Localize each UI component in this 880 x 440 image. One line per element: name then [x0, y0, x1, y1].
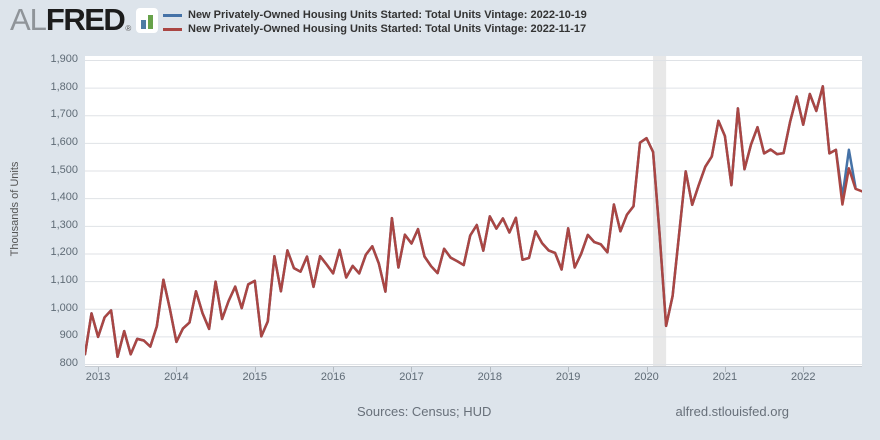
y-tick-label: 1,400: [50, 191, 78, 204]
y-tick-label: 1,000: [50, 301, 78, 314]
y-tick-label: 1,800: [50, 80, 78, 93]
legend-label: New Privately-Owned Housing Units Starte…: [188, 9, 587, 21]
x-tick-mark: [333, 367, 335, 372]
x-tick-mark: [98, 367, 100, 372]
x-tick-mark: [489, 367, 491, 372]
x-tick-label: 2013: [85, 371, 111, 383]
x-tick-label: 2019: [555, 371, 581, 383]
y-tick-label: 1,600: [50, 135, 78, 148]
y-tick-label: 1,500: [50, 163, 78, 176]
recession-band: [653, 56, 667, 367]
logo-fred-text: FRED: [45, 2, 126, 37]
x-tick-label: 2020: [634, 371, 659, 383]
series-line-vintage-2022-11-17: [85, 85, 862, 359]
legend-label: New Privately-Owned Housing Units Starte…: [188, 23, 587, 35]
y-tick-label: 1,900: [50, 53, 78, 65]
x-tick-mark: [254, 367, 256, 372]
x-tick-mark: [724, 367, 726, 372]
x-tick-label: 2021: [712, 371, 738, 383]
fred-icon-bar-green: [148, 14, 154, 29]
y-tick-label: 900: [59, 329, 78, 342]
y-axis-title: Thousands of Units: [9, 161, 21, 257]
x-tick-mark: [411, 367, 413, 372]
x-tick-mark: [803, 367, 805, 372]
x-tick-mark: [568, 367, 570, 372]
legend-line-marker-red: [163, 27, 182, 31]
y-tick-label: 1,700: [50, 108, 78, 121]
sources-note: Sources: Census; HUD: [357, 404, 492, 419]
fred-icon-bar-blue: [141, 19, 147, 29]
alfred-logo[interactable]: AL FRED ®: [10, 2, 159, 38]
registered-mark: ®: [125, 24, 132, 33]
x-tick-label: 2016: [320, 371, 346, 383]
x-tick-mark: [646, 367, 648, 372]
y-tick-label: 800: [59, 357, 78, 369]
legend-item-vintage-2022-11-17[interactable]: New Privately-Owned Housing Units Starte…: [163, 22, 587, 36]
x-tick-label: 2022: [790, 371, 816, 383]
legend-line-marker-blue: [163, 13, 182, 17]
legend: New Privately-Owned Housing Units Starte…: [163, 8, 587, 36]
fred-bars-icon: [136, 7, 159, 33]
x-tick-mark: [176, 367, 178, 372]
x-tick-label: 2015: [242, 371, 267, 383]
x-tick-label: 2018: [477, 371, 503, 383]
plot-area[interactable]: [85, 56, 862, 367]
y-tick-label: 1,200: [50, 246, 78, 259]
y-tick-label: 1,300: [50, 218, 78, 231]
y-tick-label: 1,100: [50, 274, 78, 287]
site-link[interactable]: alfred.stlouisfed.org: [675, 404, 789, 419]
legend-item-vintage-2022-10-19[interactable]: New Privately-Owned Housing Units Starte…: [163, 8, 587, 22]
x-tick-label: 2017: [399, 371, 424, 383]
housing-starts-line-chart: [85, 56, 862, 367]
x-tick-label: 2014: [164, 371, 189, 383]
logo-al-text: AL: [10, 2, 47, 37]
